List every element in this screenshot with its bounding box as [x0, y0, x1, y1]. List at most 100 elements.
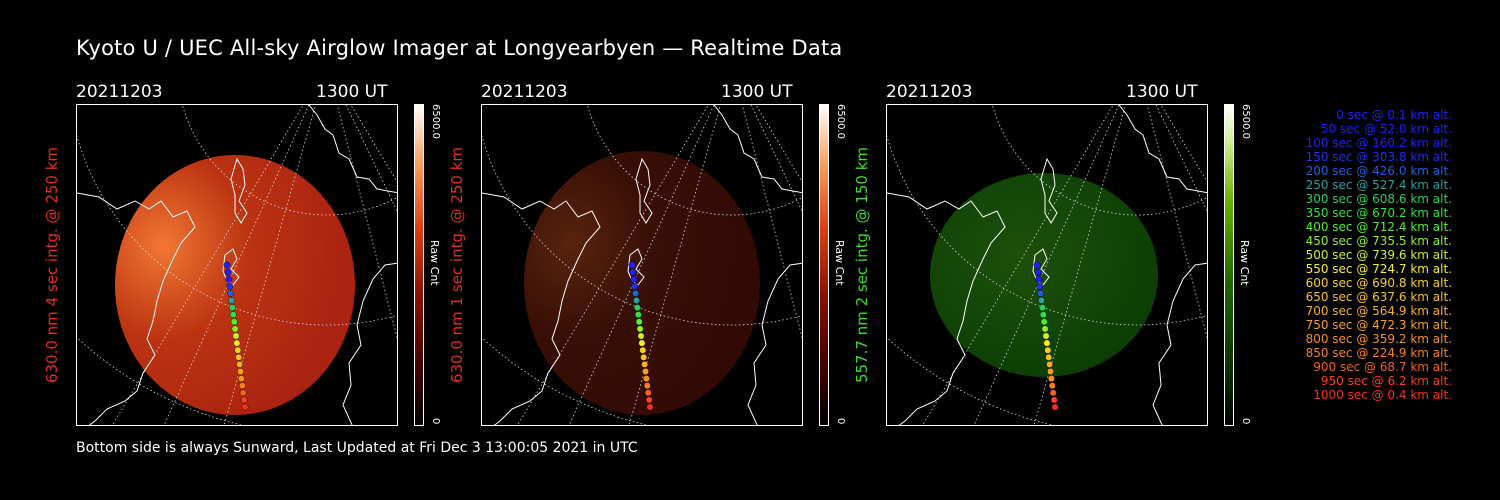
trajectory-point	[1050, 396, 1058, 404]
trajectory-point	[228, 304, 236, 312]
trajectory-point	[642, 375, 650, 382]
trajectory-point	[240, 396, 248, 404]
trajectory-point	[1041, 325, 1049, 333]
colorbar-unit-label: Raw Cnt	[428, 240, 441, 286]
trajectory-point	[233, 339, 241, 347]
grid-meridian	[163, 105, 310, 425]
trajectory-point	[235, 353, 243, 361]
trajectory-point	[646, 403, 654, 411]
legend-row: 400 sec @ 712.4 km alt.	[1305, 220, 1452, 234]
legend-row: 700 sec @ 564.9 km alt.	[1305, 304, 1452, 318]
trajectory-point	[645, 396, 653, 404]
trajectory-point	[223, 261, 231, 269]
trajectory-point	[630, 275, 638, 283]
trajectory-point	[638, 339, 646, 347]
trajectory-point	[228, 297, 235, 304]
grid-meridian	[517, 105, 709, 425]
trajectory-point	[1044, 346, 1052, 354]
svalbard-outline	[1040, 157, 1058, 224]
trajectory-point	[224, 268, 232, 276]
grid-meridian	[336, 105, 397, 339]
airglow-panel-557-2s: 20211203 1300 UT 557.7 nm 2 sec intg. @ …	[853, 80, 1266, 430]
colorbar-unit-label: Raw Cnt	[833, 240, 846, 286]
grid-meridian	[1160, 105, 1207, 183]
airglow-panel-630-4s: 20211203 1300 UT 630.0 nm 4 sec intg. @ …	[43, 80, 456, 430]
panel-date: 20211203	[481, 82, 568, 102]
trajectory-point	[1033, 261, 1041, 269]
trajectory-point	[236, 360, 244, 368]
trajectory-point	[238, 382, 246, 390]
legend-row: 850 sec @ 224.9 km alt.	[1305, 346, 1452, 360]
trajectory-point	[225, 275, 233, 283]
panel-time: 1300 UT	[721, 82, 793, 102]
trajectory-point	[1046, 360, 1054, 368]
trajectory-point	[1043, 339, 1051, 347]
colorbar-max-label: 6500.0	[430, 104, 441, 139]
trajectory-point	[231, 325, 239, 333]
grid-meridian	[973, 105, 1120, 425]
trajectory-point	[239, 389, 247, 397]
coastline	[308, 105, 397, 194]
grid-circle	[77, 134, 397, 326]
trajectory-point	[1034, 268, 1042, 276]
grid-meridian	[568, 105, 715, 425]
coastline	[713, 105, 802, 194]
trajectory-point	[1035, 275, 1043, 283]
legend-row: 800 sec @ 359.2 km alt.	[1305, 332, 1452, 346]
trajectory-point	[1036, 282, 1044, 290]
grid-meridian	[350, 105, 397, 183]
trajectory-point	[644, 389, 652, 397]
legend-row: 200 sec @ 426.0 km alt.	[1305, 164, 1452, 178]
trajectory-legend: 0 sec @ 0.1 km alt. 50 sec @ 52.0 km alt.…	[1262, 108, 1452, 402]
trajectory-point	[1038, 297, 1045, 304]
trajectory-point	[241, 403, 249, 411]
grid-meridian	[628, 105, 721, 425]
trajectory-point	[632, 289, 640, 297]
legend-row: 50 sec @ 52.0 km alt.	[1320, 122, 1452, 136]
trajectory-point	[639, 346, 647, 354]
island-outline	[627, 248, 645, 286]
grid-meridian	[345, 105, 397, 212]
airglow-emission-area	[930, 173, 1158, 377]
legend-row: 150 sec @ 303.8 km alt.	[1305, 150, 1452, 164]
trajectory-point	[633, 304, 641, 312]
trajectory-point	[229, 311, 237, 319]
grid-meridian	[750, 105, 802, 212]
airglow-panel-630-1s: 20211203 1300 UT 630.0 nm 1 sec intg. @ …	[448, 80, 861, 430]
trajectory-point	[641, 360, 649, 368]
panel-date: 20211203	[886, 82, 973, 102]
legend-row: 750 sec @ 472.3 km alt.	[1305, 318, 1452, 332]
island-outline	[1032, 248, 1050, 286]
legend-row: 450 sec @ 735.5 km alt.	[1305, 234, 1452, 248]
panel-wavelength-label: 630.0 nm 4 sec intg. @ 250 km	[43, 146, 61, 384]
colorbar	[819, 104, 829, 426]
trajectory-point	[1037, 289, 1045, 297]
trajectory-point	[631, 282, 639, 290]
trajectory-point	[1040, 318, 1048, 326]
coastline	[1152, 262, 1207, 425]
all-sky-image	[481, 104, 803, 426]
legend-row: 100 sec @ 160.2 km alt.	[1305, 136, 1452, 150]
grid-meridian	[1146, 105, 1207, 339]
panel-wavelength-label: 630.0 nm 1 sec intg. @ 250 km	[448, 146, 466, 384]
trajectory-point	[226, 282, 234, 290]
panel-time: 1300 UT	[316, 82, 388, 102]
grid-meridian	[922, 105, 1114, 425]
trajectory-point	[634, 311, 642, 319]
trajectory-point	[640, 353, 648, 361]
trajectory-point	[1039, 311, 1047, 319]
trajectory-point	[232, 332, 240, 340]
island-outline	[222, 248, 240, 286]
trajectory-point	[227, 289, 235, 297]
colorbar-min-label: 0	[1240, 418, 1251, 425]
legend-row: 650 sec @ 637.6 km alt.	[1305, 290, 1452, 304]
trajectory-point	[234, 346, 242, 354]
all-sky-image	[886, 104, 1208, 426]
trajectory-point	[1047, 368, 1054, 375]
legend-row: 300 sec @ 608.6 km alt.	[1305, 192, 1452, 206]
coastline	[1118, 105, 1207, 194]
trajectory-point	[635, 318, 643, 326]
grid-meridian	[755, 105, 802, 183]
colorbar-max-label: 6500.0	[835, 104, 846, 139]
colorbar-min-label: 0	[835, 418, 846, 425]
